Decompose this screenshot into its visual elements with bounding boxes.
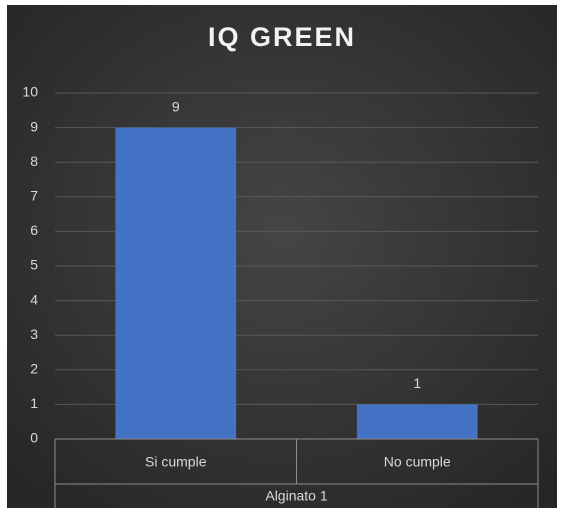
y-tick-label: 7 (30, 188, 38, 204)
bar (356, 404, 478, 439)
y-tick-label: 3 (30, 326, 38, 342)
data-label: 9 (172, 98, 180, 114)
y-tick-label: 5 (30, 257, 38, 273)
y-tick-label: 2 (30, 361, 38, 377)
y-tick-label: 0 (30, 430, 38, 446)
y-tick-label: 10 (22, 84, 38, 100)
y-tick-label: 8 (30, 153, 38, 169)
y-tick-label: 9 (30, 118, 38, 134)
chart-title: IQ GREEN (208, 22, 356, 52)
y-tick-label: 4 (30, 291, 38, 307)
y-tick-label: 1 (30, 395, 38, 411)
bar (115, 127, 237, 439)
y-tick-label: 6 (30, 222, 38, 238)
x-tick-label: No cumple (384, 454, 451, 470)
x-tick-label: Si cumple (145, 454, 207, 470)
data-label: 1 (413, 375, 421, 391)
group-label: Alginato 1 (265, 488, 327, 504)
